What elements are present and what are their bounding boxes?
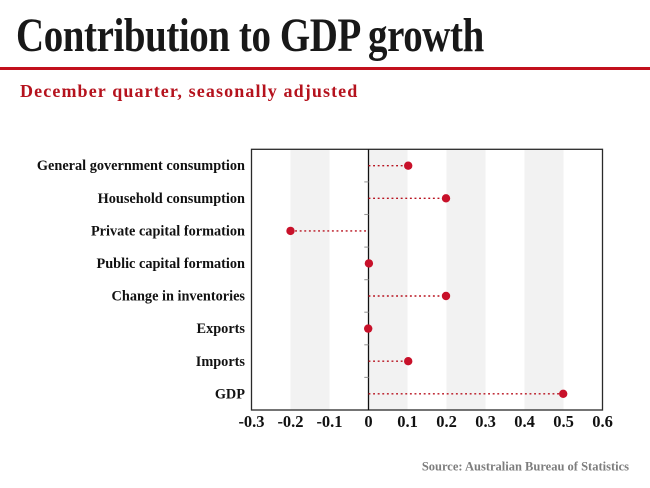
svg-text:0.2: 0.2 [436, 412, 457, 431]
svg-text:0.1: 0.1 [397, 412, 418, 431]
svg-text:Public capital formation: Public capital formation [96, 256, 245, 272]
svg-text:Household consumption: Household consumption [98, 191, 245, 207]
svg-text:0.4: 0.4 [514, 412, 535, 431]
svg-text:-0.3: -0.3 [238, 412, 264, 431]
svg-text:0: 0 [364, 412, 372, 431]
svg-text:Private capital formation: Private capital formation [91, 223, 245, 239]
svg-text:Imports: Imports [196, 354, 246, 370]
svg-text:Change in inventories: Change in inventories [112, 289, 246, 305]
svg-text:0.6: 0.6 [592, 412, 613, 431]
svg-text:-0.2: -0.2 [277, 412, 303, 431]
svg-text:0.3: 0.3 [475, 412, 496, 431]
svg-text:GDP: GDP [215, 386, 245, 402]
svg-text:Source: Australian Bureau of S: Source: Australian Bureau of Statistics [422, 460, 629, 474]
svg-text:0.5: 0.5 [553, 412, 574, 431]
svg-text:General government consumption: General government consumption [37, 158, 245, 174]
svg-text:Exports: Exports [197, 321, 246, 337]
svg-text:-0.1: -0.1 [316, 412, 342, 431]
